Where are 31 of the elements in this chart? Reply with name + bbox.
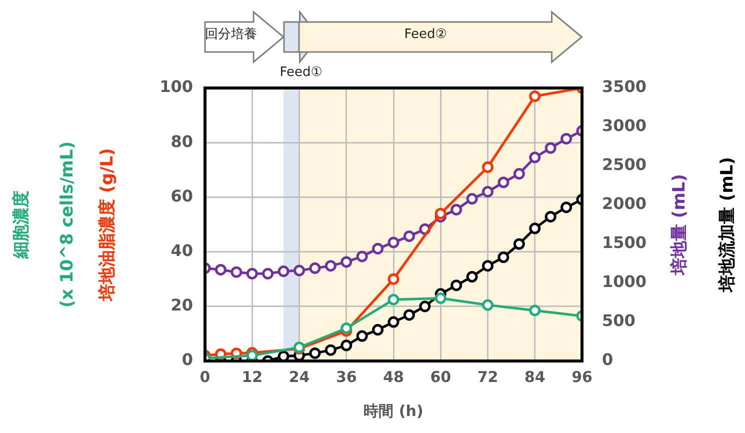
y2-tick-label: 3000 <box>602 116 647 136</box>
text: 培地流加量 (mL) <box>717 156 738 294</box>
x-tick-label: 72 <box>477 368 498 386</box>
y2-tick-label: 1500 <box>602 233 647 252</box>
text: 回分培養 <box>205 27 257 43</box>
y-tick-label: 60 <box>170 186 193 206</box>
y-tick-label: 40 <box>170 240 193 260</box>
x-tick-label: 24 <box>288 368 310 386</box>
x-tick-label: 84 <box>524 368 546 386</box>
y2-tick-label: 3500 <box>602 77 647 96</box>
y-tick-label: 0 <box>182 350 193 370</box>
x-tick-label: 96 <box>572 368 592 386</box>
y2-tick-label: 500 <box>602 311 636 330</box>
text: Feed① <box>278 65 324 81</box>
y-tick-label: 20 <box>170 296 193 315</box>
text: 培地油脂濃度 (g/L) <box>97 148 118 302</box>
text: 培地量 (mL) <box>669 174 690 276</box>
y2-tick-label: 2000 <box>602 194 647 214</box>
x-tick-label: 48 <box>383 368 404 386</box>
text: 細胞濃度 (x 10^8 cells/mL) <box>11 141 78 308</box>
y-tick-label: 80 <box>170 132 193 151</box>
text: Feed② <box>403 27 448 43</box>
x-axis-title: 時間 (h) <box>364 402 424 420</box>
y2-tick-label: 2500 <box>602 155 647 174</box>
y-tick-label: 100 <box>160 77 193 96</box>
y2-tick-label: 1000 <box>602 272 647 292</box>
x-tick-label: 60 <box>430 368 452 386</box>
y2-tick-label: 0 <box>602 350 614 370</box>
x-tick-label: 12 <box>242 368 263 386</box>
x-tick-label: 0 <box>200 368 210 386</box>
x-tick-label: 36 <box>336 368 357 386</box>
